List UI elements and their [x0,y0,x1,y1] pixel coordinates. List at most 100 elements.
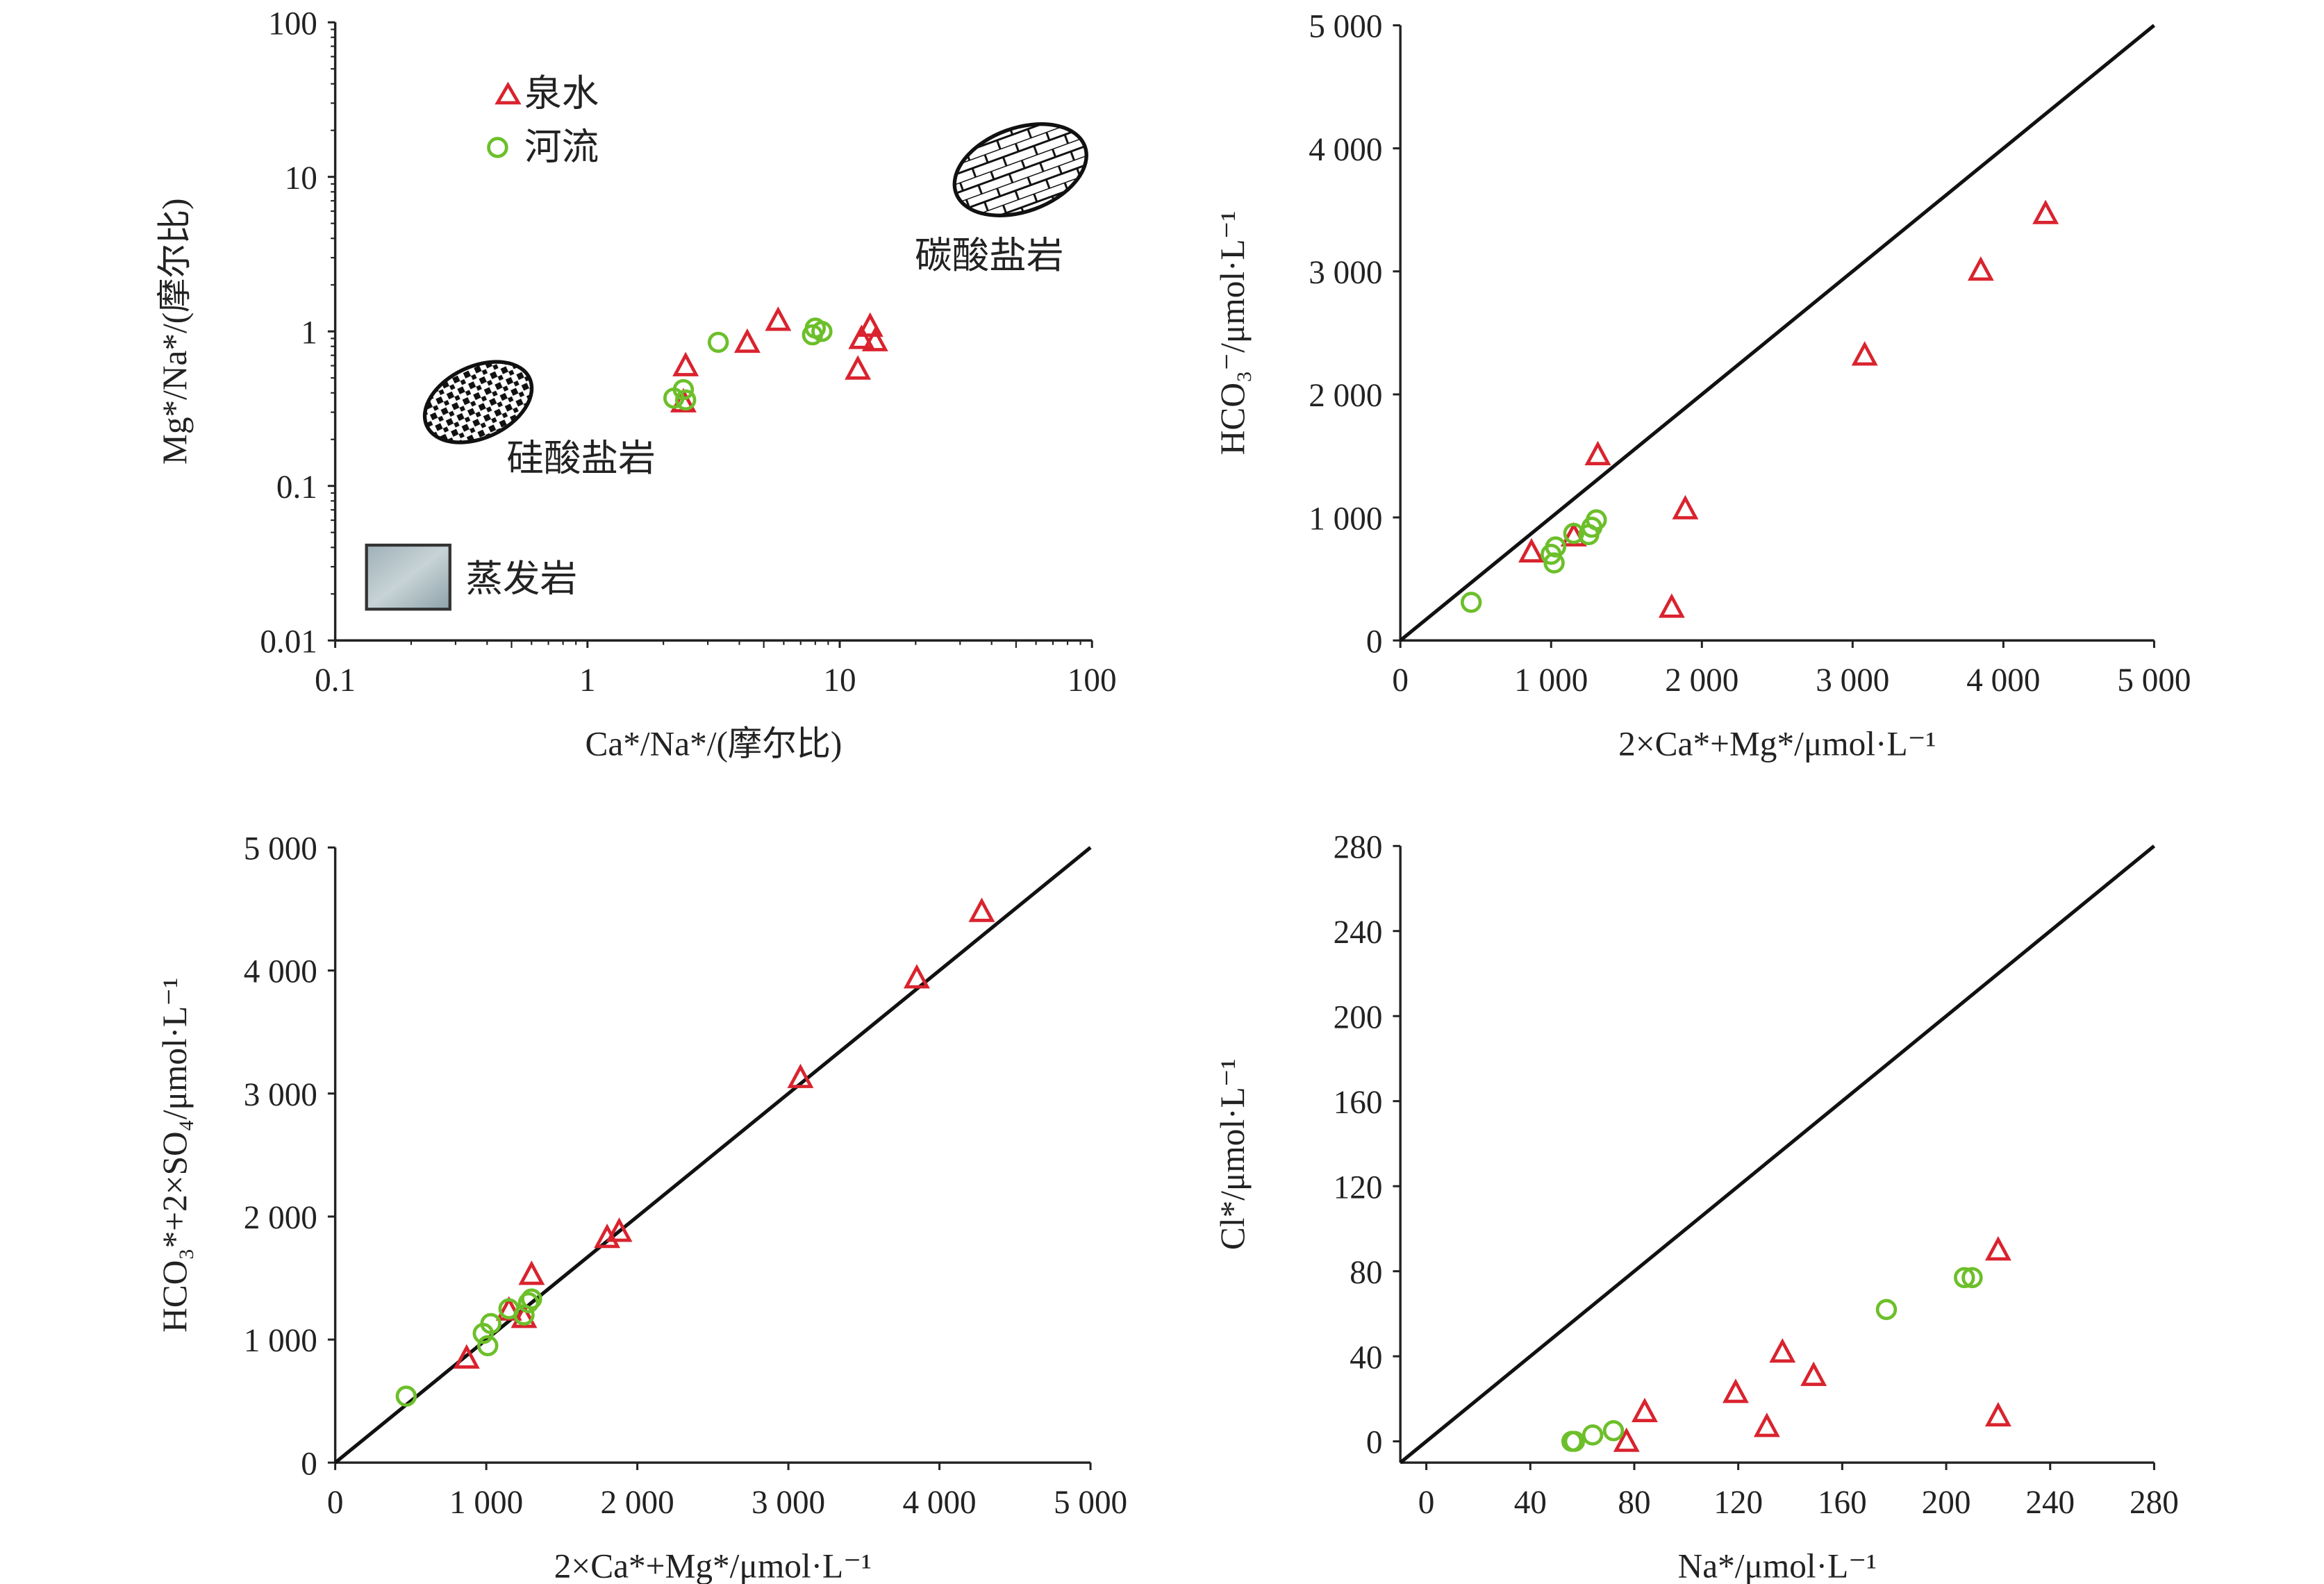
one-to-one-line [1399,844,2156,1465]
data-point-triangle [856,312,883,337]
data-point-circle [674,389,697,411]
x-tick-label: 240 [2025,1485,2075,1521]
y-tick-label: 160 [1334,1085,1383,1121]
data-point-triangle [518,1260,545,1285]
series-spring [1613,1236,2011,1452]
y-tick-label: 120 [1334,1169,1383,1206]
data-point-triangle [1672,494,1699,519]
legend-label-river: 河流 [524,126,599,167]
x-tick-label: 0 [1392,662,1409,699]
data-point-circle [707,331,729,353]
y-tick-label: 80 [1350,1255,1382,1291]
y-tick-label: 2 000 [244,1200,317,1236]
data-point-triangle [861,326,888,351]
chart-panel-2: 0 1 000 2 000 3 000 4 000 5 000 0 1 000 2 000 3 0… [1213,9,2191,763]
silicate-ellipse [422,360,534,444]
x-tick-label: 80 [1618,1485,1650,1521]
data-point-triangle [1584,440,1611,465]
series-river [1561,1267,1983,1452]
y-axis-label: HCO₃*+2×SO₄/μmol·L⁻¹ [156,978,194,1333]
x-tick-label: 5 000 [2117,662,2191,699]
y-tick-label: 4 000 [1309,132,1382,168]
y-tick-label: 0.01 [260,624,317,660]
data-point-circle [517,1292,540,1314]
y-tick-label: 3 000 [1309,255,1382,291]
one-to-one-line [1399,24,2156,642]
data-point-circle [1582,1424,1604,1446]
series-spring [1518,199,2059,618]
data-point-circle [477,1335,499,1357]
y-tick-label: 5 000 [1309,9,1382,45]
y-tick-label: 100 [268,6,317,42]
data-point-triangle [1613,1427,1640,1452]
data-point-triangle [1769,1337,1796,1363]
data-point-triangle [1518,537,1545,562]
data-point-triangle [968,897,995,922]
data-point-triangle [606,1217,633,1242]
data-point-triangle [511,1303,538,1328]
x-tick-label: 3 000 [752,1485,825,1521]
data-point-circle [1586,509,1607,531]
y-tick-label: 0 [1366,624,1383,660]
x-axis-label: Na*/μmol·L⁻¹ [1678,1547,1877,1584]
data-point-circle [1954,1267,1975,1289]
data-point-circle [521,1288,542,1310]
x-tick-label: 0 [327,1485,344,1521]
x-tick-label: 1 [579,662,596,699]
carbonate-rock-icon [952,122,1088,217]
data-point-triangle [453,1344,480,1369]
data-point-circle [672,378,695,401]
series-river [395,1288,542,1407]
x-tick-label: 100 [1068,662,1117,699]
y-tick-label: 0 [1366,1425,1383,1461]
data-point-triangle [1722,1378,1749,1403]
data-point-triangle [765,306,792,331]
y-tick-label: 1 000 [244,1323,317,1359]
x-tick-label: 280 [2130,1485,2179,1521]
y-tick-label: 5 000 [244,831,317,867]
x-tick-label: 1 000 [1514,662,1588,699]
evaporite-icon [365,543,451,611]
x-tick-label: 40 [1514,1485,1547,1521]
x-tick-label: 0 [1418,1485,1435,1521]
chart-panel-1: 0.1 1 10 1000.010.1110100Ca*/Na*/(摩尔比)Mg*/N… [156,6,1116,762]
x-tick-label: 10 [823,662,856,699]
data-point-triangle [1851,341,1878,366]
y-tick-label: 0.1 [276,469,317,506]
y-tick-label: 2 000 [1309,378,1382,414]
data-point-circle [1563,522,1585,544]
data-point-circle [811,320,833,342]
evaporite-swatch [365,543,451,611]
one-to-one-line [334,846,1092,1465]
y-tick-label: 0 [301,1446,317,1482]
carbonate-ellipse [952,122,1088,217]
series-spring [670,306,888,412]
silicate-rock-icon [422,360,534,444]
y-axis-label: HCO₃⁻/μmol·L⁻¹ [1213,211,1252,456]
annotation-carbonate: 碳酸盐岩 [915,235,1063,276]
series-river [1460,509,1607,613]
y-tick-label: 10 [285,160,317,197]
y-axis-label: Mg*/Na*/(摩尔比) [156,198,194,465]
data-point-triangle [733,328,761,353]
y-tick-label: 40 [1350,1340,1382,1376]
x-axis-label: 2×Ca*+Mg*/μmol·L⁻¹ [1618,724,1936,762]
y-tick-label: 1 000 [1309,501,1382,537]
x-tick-label: 4 000 [1966,662,2040,699]
series-spring [453,897,995,1369]
x-tick-label: 3 000 [1816,662,1889,699]
x-tick-label: 1 000 [449,1485,523,1521]
x-tick-label: 120 [1713,1485,1763,1521]
data-point-triangle [1658,593,1685,618]
legend-triangle-icon [495,81,522,105]
data-point-triangle [903,964,930,989]
data-point-triangle [787,1063,814,1088]
data-point-triangle [1984,1401,2011,1427]
y-axis-label: Cl*/μmol·L⁻¹ [1213,1058,1252,1250]
x-tick-label: 2 000 [601,1485,674,1521]
data-point-circle [1543,552,1565,574]
x-tick-label: 0.1 [315,662,356,699]
x-tick-label: 5 000 [1054,1485,1127,1521]
legend-label-spring: 泉水 [524,72,599,114]
